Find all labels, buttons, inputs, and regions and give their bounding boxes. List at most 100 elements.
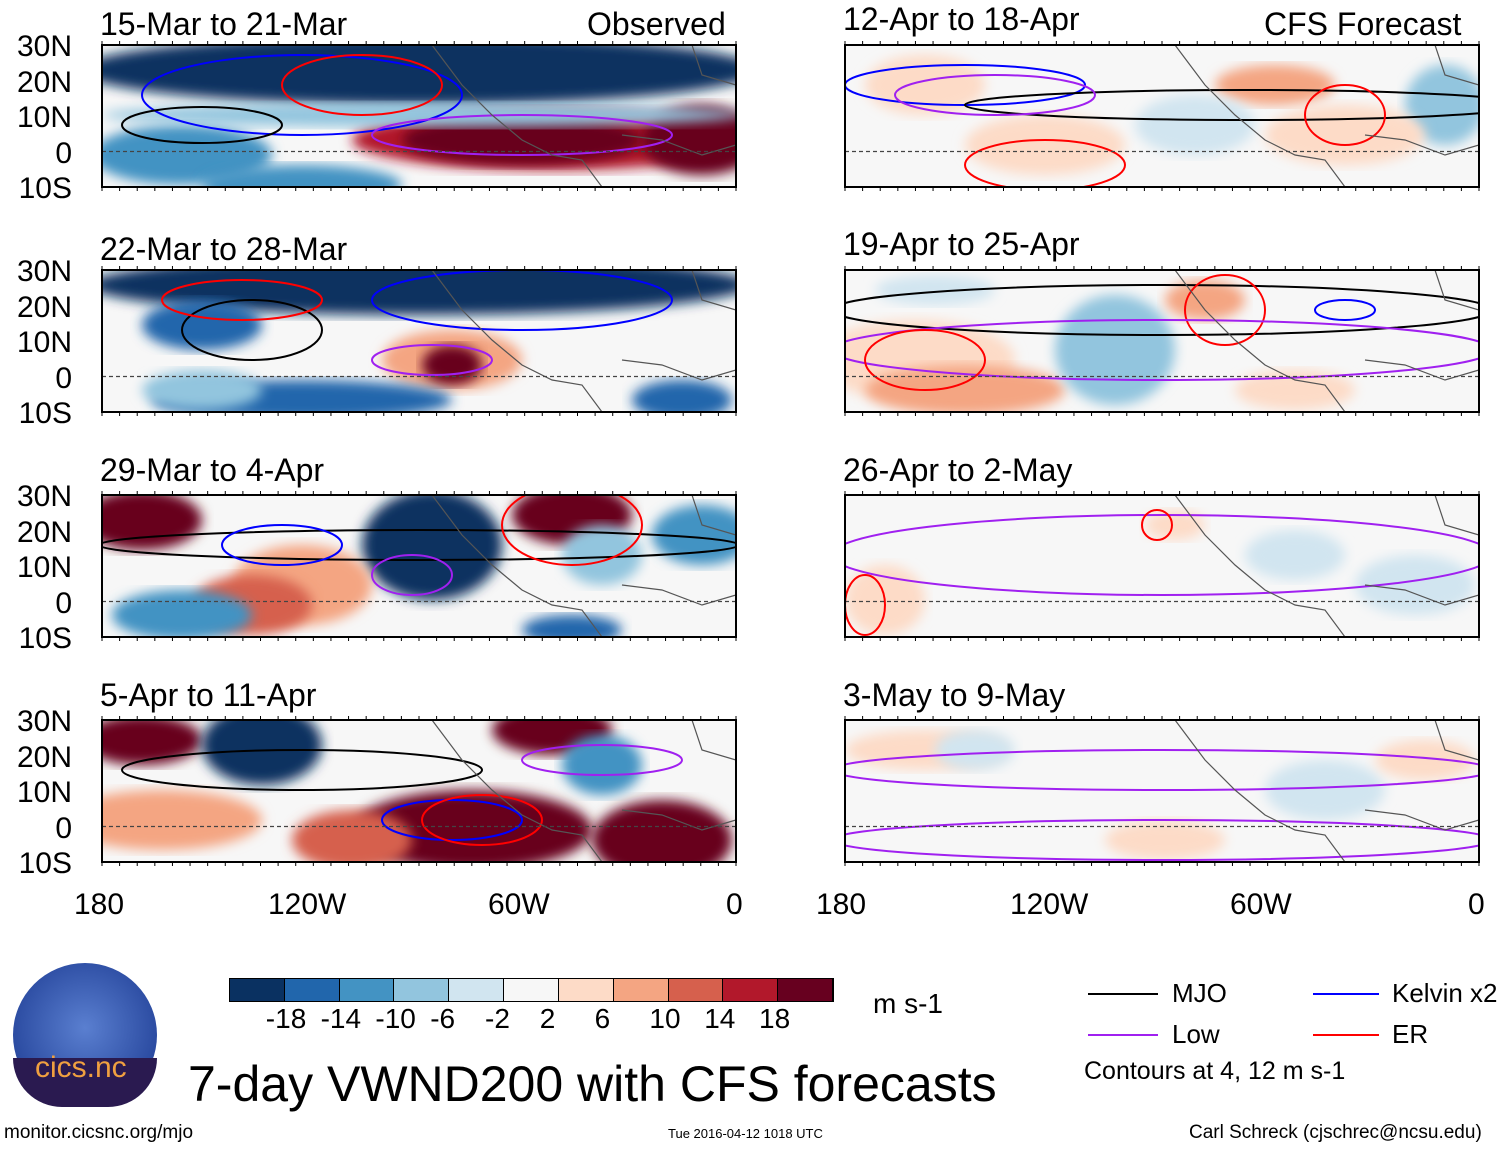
contour-line: [1304, 84, 1386, 146]
contour-line: [501, 495, 643, 566]
wind-anomaly-region: [935, 730, 1015, 770]
wind-anomaly-region: [865, 55, 985, 115]
coastline: [1174, 720, 1479, 862]
lon-label: 60W: [1230, 888, 1292, 921]
legend-label: Kelvin x2: [1392, 978, 1498, 1008]
colorbar-tick: -14: [320, 1003, 362, 1034]
logo-text: cics.nc: [35, 1051, 127, 1084]
colorbar-swatch: [504, 979, 559, 1001]
colorbar-tick: -6: [430, 1003, 456, 1034]
wind-anomaly-region: [1265, 760, 1385, 820]
lat-label: 10N: [16, 101, 72, 134]
coastline: [431, 45, 736, 187]
wind-anomaly-region: [1145, 510, 1205, 540]
footer-author: Carl Schreck (cjschrec@ncsu.edu): [1189, 1122, 1482, 1143]
footer-timestamp: Tue 2016-04-12 1018 UTC: [668, 1126, 823, 1141]
map-panel: [844, 266, 1480, 416]
panel-title: 12-Apr to 18-Apr: [843, 1, 1080, 37]
contour-line: [1184, 274, 1266, 346]
contour-line: [371, 344, 493, 376]
map-panel: [101, 266, 737, 416]
panel-title: 3-May to 9-May: [843, 677, 1066, 713]
contour-line: [121, 106, 283, 144]
lon-label: 0: [726, 888, 743, 921]
lat-label: 30N: [16, 30, 72, 63]
contour-line: [864, 329, 986, 391]
contour-line: [102, 529, 736, 561]
colorbar-tick: -18: [265, 1003, 307, 1034]
contour-line: [421, 794, 543, 846]
legend-label: MJO: [1172, 978, 1227, 1008]
wind-anomaly-region: [102, 125, 272, 185]
lat-label: 20N: [16, 290, 72, 324]
legend-line-low: [1088, 1034, 1158, 1036]
lon-label: 120W: [1010, 888, 1089, 921]
colorbar-swatch: [449, 979, 505, 1001]
colorbar-unit: m s-1: [873, 988, 943, 1019]
wind-anomaly-region: [865, 365, 1065, 412]
colorbar-swatch: [230, 979, 285, 1001]
wind-anomaly-region: [1215, 65, 1335, 105]
map-panel: [101, 491, 737, 641]
figure-title: 7-day VWND200 with CFS forecasts: [188, 1056, 997, 1112]
contour-line: [371, 270, 673, 331]
lat-label: 20N: [16, 65, 72, 99]
lat-label: 20N: [16, 515, 72, 549]
forecast-label: CFS Forecast: [1264, 6, 1462, 42]
colorbar-swatch: [339, 979, 395, 1001]
coastline: [431, 270, 736, 412]
wind-anomaly-region: [522, 615, 622, 637]
colorbar-tick: 10: [649, 1003, 681, 1034]
panel-title: 22-Mar to 28-Mar: [100, 231, 348, 267]
panel-title: 5-Apr to 11-Apr: [100, 677, 317, 713]
coastline: [1174, 45, 1479, 187]
wind-anomaly-region: [562, 525, 642, 585]
lat-label: 30N: [16, 705, 72, 738]
wind-anomaly-region: [1265, 105, 1425, 165]
contour-line: [1314, 299, 1376, 321]
map-panel: [101, 716, 737, 866]
contour-line: [181, 299, 323, 361]
lat-label: 0: [55, 361, 72, 395]
map-panel: [101, 41, 737, 191]
colorbar-swatch: [778, 979, 833, 1001]
coastline: [1174, 270, 1479, 412]
panel-title: 26-Apr to 2-May: [843, 452, 1073, 488]
panel-title: 19-Apr to 25-Apr: [843, 226, 1080, 262]
lat-label: 10S: [18, 397, 72, 430]
legend-label: Low: [1172, 1019, 1220, 1049]
lat-label: 0: [55, 811, 72, 845]
wind-anomaly-region: [965, 115, 1125, 175]
contour-line: [521, 744, 683, 776]
wind-anomaly-region: [112, 590, 252, 637]
coastline: [1174, 495, 1479, 637]
wind-anomaly-region: [352, 790, 592, 862]
logo: cics.nc: [13, 963, 157, 1107]
wind-anomaly-region: [1355, 555, 1475, 615]
footer-url[interactable]: monitor.cicsnc.org/mjo: [4, 1122, 194, 1143]
lat-label: 20N: [16, 740, 72, 774]
colorbar-tick: -10: [375, 1003, 416, 1034]
wind-anomaly-region: [1055, 295, 1175, 405]
lon-label: 60W: [488, 888, 550, 921]
lat-label: 30N: [16, 255, 72, 288]
lat-label: 10S: [18, 622, 72, 655]
contour-line: [845, 574, 886, 636]
wind-anomaly-region: [1105, 820, 1225, 860]
wind-anomaly-region: [362, 495, 502, 600]
wind-anomaly-region: [422, 345, 482, 385]
legend-line-er: [1313, 1034, 1379, 1036]
coastline: [431, 720, 736, 862]
contour-line: [845, 284, 1479, 336]
map-panel: [844, 491, 1480, 641]
lat-label: 10N: [16, 776, 72, 809]
contour-line: [221, 524, 343, 566]
wind-anomaly-region: [102, 45, 736, 105]
wind-anomaly-region: [202, 720, 322, 785]
colorbar-swatch: [723, 979, 779, 1001]
contour-line: [845, 319, 1479, 381]
contour-line: [845, 514, 1479, 596]
colorbar-swatch: [613, 979, 669, 1001]
lon-label: 0: [1468, 888, 1485, 921]
wind-anomaly-region: [1375, 740, 1475, 780]
